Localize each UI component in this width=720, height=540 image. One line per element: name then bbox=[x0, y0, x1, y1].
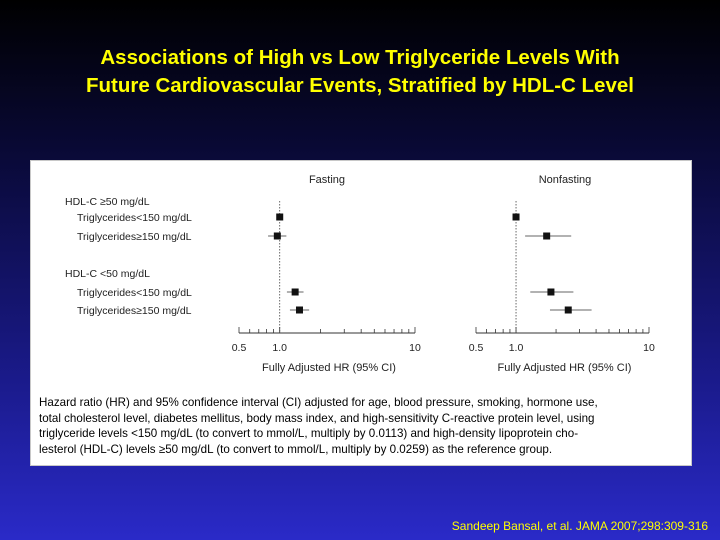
panel-title: Nonfasting bbox=[539, 174, 592, 186]
x-tick-label: 1.0 bbox=[509, 342, 524, 354]
row-label: Triglycerides≥150 mg/dL bbox=[77, 305, 192, 317]
x-axis-title: Fully Adjusted HR (95% CI) bbox=[498, 362, 632, 374]
hr-point bbox=[564, 306, 572, 314]
hr-point bbox=[295, 306, 303, 314]
slide-title-line-1: Associations of High vs Low Triglyceride… bbox=[100, 46, 620, 69]
hr-point bbox=[543, 232, 551, 240]
row-label: Triglycerides<150 mg/dL bbox=[77, 287, 192, 299]
caption-line-1: Hazard ratio (HR) and 95% confidence int… bbox=[39, 396, 598, 409]
hr-point bbox=[291, 288, 299, 296]
caption-line-2: total cholesterol level, diabetes mellit… bbox=[39, 411, 595, 425]
hr-point bbox=[512, 213, 520, 221]
group-label: HDL-C <50 mg/dL bbox=[65, 268, 150, 280]
caption-line-4: lesterol (HDL-C) levels ≥50 mg/dL (to co… bbox=[39, 442, 553, 456]
x-tick-label: 1.0 bbox=[272, 342, 287, 354]
x-tick-label: 0.5 bbox=[232, 342, 247, 354]
caption-line-3: triglyceride levels <150 mg/dL (to conve… bbox=[39, 427, 579, 440]
hr-point bbox=[276, 213, 284, 221]
panel-title: Fasting bbox=[309, 174, 345, 186]
x-tick-label: 10 bbox=[409, 342, 421, 354]
hr-point bbox=[547, 288, 555, 296]
row-label: Triglycerides≥150 mg/dL bbox=[77, 231, 192, 243]
x-tick-label: 10 bbox=[643, 342, 655, 354]
figure-caption: Hazard ratio (HR) and 95% confidence int… bbox=[39, 395, 685, 457]
group-label: HDL-C ≥50 mg/dL bbox=[65, 196, 150, 208]
x-axis-title: Fully Adjusted HR (95% CI) bbox=[262, 362, 396, 374]
slide-title: Associations of High vs Low Triglyceride… bbox=[0, 44, 720, 100]
forest-plot: HDL-C ≥50 mg/dL Triglycerides<150 mg/dL Tr… bbox=[65, 174, 655, 374]
slide-title-line-2: Future Cardiovascular Events, Stratified… bbox=[86, 74, 634, 97]
citation: Sandeep Bansal, et al. JAMA 2007;298:309… bbox=[451, 519, 708, 533]
row-label: Triglycerides<150 mg/dL bbox=[77, 212, 192, 224]
figure-panel: HDL-C ≥50 mg/dL Triglycerides<150 mg/dL Tr… bbox=[30, 160, 692, 466]
x-tick-label: 0.5 bbox=[469, 342, 484, 354]
hr-point bbox=[273, 232, 281, 240]
